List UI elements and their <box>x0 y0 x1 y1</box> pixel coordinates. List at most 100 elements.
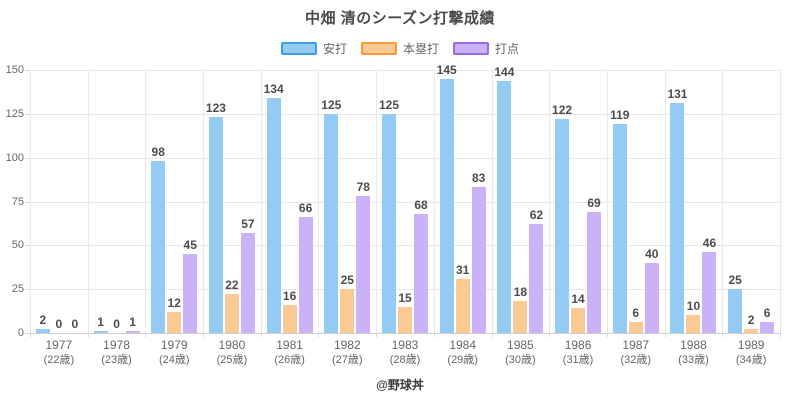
x-gridline <box>665 70 666 333</box>
bar-rbi-1982[interactable] <box>356 196 371 333</box>
bar-hits-1984[interactable] <box>439 79 454 333</box>
x-gridline <box>607 70 608 333</box>
bar-hits-1989[interactable] <box>728 289 743 333</box>
bar-hits-1979[interactable] <box>151 161 166 333</box>
bar-value-label: 2 <box>39 313 47 327</box>
bar-value-label: 123 <box>205 101 226 115</box>
x-axis-year: 1979 <box>160 338 188 352</box>
bar-value-label: 14 <box>571 292 585 306</box>
x-axis-year: 1983 <box>391 338 419 352</box>
x-axis-label-1978: 1978 (23歳) <box>88 338 146 368</box>
x-tick-mark <box>549 333 550 337</box>
x-tick-mark <box>780 333 781 337</box>
bar-value-label: 46 <box>702 236 717 250</box>
bar-rbi-1978[interactable] <box>125 331 140 333</box>
x-axis-year: 1980 <box>218 338 246 352</box>
bar-value-label: 145 <box>436 63 457 77</box>
bar-value-label: 122 <box>552 103 573 117</box>
y-axis-tick-label: 75 <box>11 195 24 208</box>
bar-hits-1986[interactable] <box>555 119 570 333</box>
bar-home-runs-1989[interactable] <box>744 329 759 333</box>
x-tick-mark <box>261 333 262 337</box>
x-axis-label-1985: 1985 (30歳) <box>492 338 550 368</box>
y-tick-mark <box>25 289 30 291</box>
x-axis-age: (25歳) <box>216 354 248 366</box>
bar-rbi-1989[interactable] <box>760 322 775 333</box>
bar-value-label: 66 <box>298 201 313 215</box>
x-axis-year: 1988 <box>680 338 707 352</box>
bar-value-label: 45 <box>183 238 197 252</box>
bar-home-runs-1988[interactable] <box>686 315 701 333</box>
bar-value-label: 98 <box>151 145 165 159</box>
legend-label-rbi: 打点 <box>495 41 520 56</box>
y-axis-tick-label: 125 <box>5 107 24 120</box>
bar-hits-1980[interactable] <box>208 117 223 333</box>
x-axis-age: (32歳) <box>620 354 652 366</box>
y-axis-tick-label: 100 <box>5 151 24 164</box>
x-axis-label-1983: 1983 (28歳) <box>376 338 434 368</box>
bar-hits-1985[interactable] <box>497 81 512 333</box>
bar-hits-1977[interactable] <box>35 329 50 333</box>
bar-hits-1978[interactable] <box>93 331 108 333</box>
bar-hits-1983[interactable] <box>382 114 396 333</box>
legend-label-hits: 安打 <box>322 41 347 56</box>
bar-home-runs-1987[interactable] <box>628 322 643 333</box>
legend-item-home-runs[interactable]: 本塁打 <box>360 40 439 57</box>
bar-home-runs-1986[interactable] <box>571 308 586 333</box>
legend-item-rbi[interactable]: 打点 <box>453 40 519 57</box>
bar-home-runs-1980[interactable] <box>224 294 239 333</box>
bar-value-label: 125 <box>378 98 400 112</box>
bar-rbi-1985[interactable] <box>529 224 544 333</box>
credit-text: @野球丼 <box>376 378 424 392</box>
bar-hits-1988[interactable] <box>670 103 685 333</box>
bar-value-label: 78 <box>356 180 370 194</box>
bar-home-runs-1985[interactable] <box>513 301 528 333</box>
bar-rbi-1984[interactable] <box>471 187 486 333</box>
bar-rbi-1981[interactable] <box>298 217 313 333</box>
bar-home-runs-1979[interactable] <box>167 312 182 333</box>
bar-value-label: 0 <box>113 317 120 331</box>
bar-value-label: 0 <box>71 317 79 331</box>
bar-value-label: 6 <box>632 306 640 320</box>
x-gridline <box>203 70 204 333</box>
x-tick-mark <box>376 333 377 337</box>
bar-rbi-1979[interactable] <box>183 254 198 333</box>
bar-home-runs-1983[interactable] <box>398 307 412 333</box>
bar-rbi-1983[interactable] <box>414 214 428 333</box>
x-gridline <box>549 70 550 333</box>
bar-value-label: 16 <box>282 289 297 303</box>
bar-value-label: 31 <box>456 263 470 277</box>
x-gridline <box>492 70 493 333</box>
x-axis-year: 1985 <box>507 338 534 352</box>
bar-rbi-1980[interactable] <box>240 233 255 333</box>
bar-home-runs-1984[interactable] <box>455 279 470 333</box>
y-tick-mark <box>25 201 30 203</box>
x-axis-age: (28歳) <box>389 354 421 366</box>
legend-item-hits[interactable]: 安打 <box>280 40 347 57</box>
bar-home-runs-1982[interactable] <box>340 289 355 333</box>
bar-rbi-1987[interactable] <box>644 263 659 333</box>
x-axis-year: 1986 <box>564 338 592 352</box>
x-axis-age: (26歳) <box>274 354 305 366</box>
x-tick-mark <box>607 333 608 337</box>
bar-home-runs-1981[interactable] <box>282 305 297 333</box>
x-tick-mark <box>203 333 204 337</box>
x-axis-age: (23歳) <box>101 354 132 366</box>
bar-rbi-1986[interactable] <box>587 212 602 333</box>
x-axis-year: 1981 <box>276 338 303 352</box>
x-gridline <box>722 70 723 333</box>
x-axis-age: (27歳) <box>332 354 363 366</box>
bar-hits-1982[interactable] <box>324 114 339 333</box>
x-tick-mark <box>145 333 146 337</box>
bar-hits-1987[interactable] <box>612 124 627 333</box>
bar-rbi-1988[interactable] <box>702 252 717 333</box>
legend-swatch-home-runs-icon <box>360 41 397 55</box>
bar-value-label: 10 <box>686 299 701 313</box>
y-tick-mark <box>25 157 30 159</box>
legend-swatch-rbi-icon <box>453 41 489 55</box>
x-axis-age: (31歳) <box>562 354 594 366</box>
bar-hits-1981[interactable] <box>266 98 281 333</box>
x-axis-label-1982: 1982 (27歳) <box>318 338 376 368</box>
x-gridline <box>88 70 89 333</box>
